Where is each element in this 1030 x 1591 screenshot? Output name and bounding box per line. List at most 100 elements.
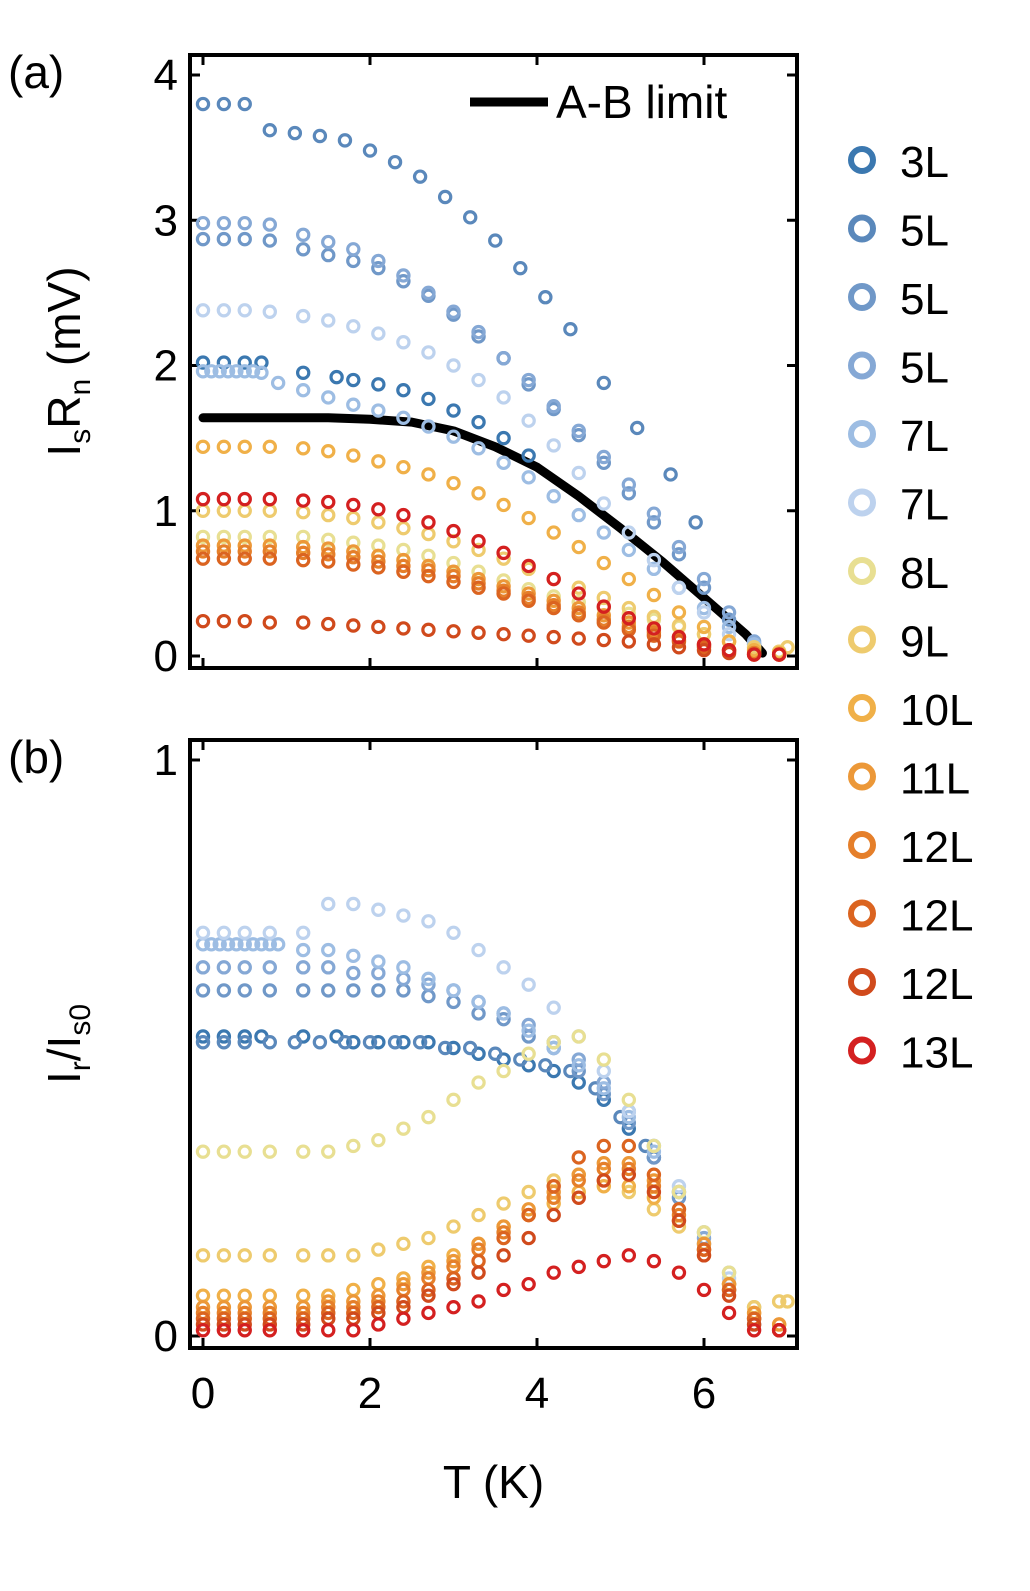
data-point xyxy=(421,419,436,434)
legend-marker xyxy=(848,283,876,311)
data-point xyxy=(646,506,662,521)
series-1 xyxy=(195,96,703,530)
data-point xyxy=(646,1138,662,1154)
data-point xyxy=(321,507,336,523)
data-point xyxy=(346,253,361,269)
data-point xyxy=(596,449,612,465)
data-point xyxy=(396,520,411,536)
data-point xyxy=(471,534,486,549)
data-point xyxy=(321,247,336,263)
data-point xyxy=(195,960,211,975)
data-point xyxy=(287,125,303,141)
data-point xyxy=(471,372,486,388)
data-point xyxy=(321,1323,336,1338)
legend-marker xyxy=(848,762,876,791)
data-point xyxy=(521,1276,536,1292)
data-point xyxy=(596,1138,612,1154)
data-point xyxy=(696,605,712,620)
data-point xyxy=(237,491,252,507)
data-point xyxy=(216,613,232,629)
data-point xyxy=(571,1259,586,1275)
panel-label: (b) xyxy=(8,731,64,783)
data-point xyxy=(237,544,252,559)
data-point xyxy=(362,1035,378,1050)
data-point xyxy=(496,1012,511,1027)
series-10 xyxy=(195,544,787,662)
data-point xyxy=(471,1294,486,1309)
data-point xyxy=(237,960,252,975)
data-point xyxy=(321,532,336,548)
data-point xyxy=(721,612,737,627)
data-point xyxy=(721,1282,737,1298)
data-point xyxy=(437,189,453,205)
data-point xyxy=(571,631,586,646)
data-point xyxy=(671,605,687,620)
data-point xyxy=(321,1144,336,1159)
data-point xyxy=(521,372,536,388)
legend-marker xyxy=(848,557,876,585)
data-point xyxy=(237,1035,252,1050)
data-point xyxy=(346,544,361,559)
data-point xyxy=(321,313,336,328)
data-point xyxy=(346,510,361,526)
data-point xyxy=(746,1317,762,1332)
data-point xyxy=(546,398,561,414)
data-point xyxy=(396,1035,411,1050)
data-point xyxy=(696,642,712,658)
data-point xyxy=(571,1167,586,1182)
data-point xyxy=(371,377,386,392)
data-point xyxy=(346,618,361,633)
data-point xyxy=(329,369,344,385)
data-point xyxy=(596,632,612,648)
data-point xyxy=(571,1052,586,1067)
ab-limit-legend-label: A-B limit xyxy=(556,76,727,128)
legend-marker xyxy=(848,968,876,996)
data-point xyxy=(463,1040,478,1056)
data-point xyxy=(446,1299,461,1315)
data-point xyxy=(721,642,737,658)
data-point xyxy=(216,491,232,507)
data-point xyxy=(237,613,252,629)
data-point xyxy=(721,1305,737,1321)
data-point xyxy=(646,552,662,568)
data-point xyxy=(237,551,252,566)
data-point xyxy=(671,1179,687,1194)
data-point xyxy=(346,1035,361,1050)
data-point xyxy=(663,467,678,482)
data-point xyxy=(496,430,511,446)
data-point xyxy=(421,1230,436,1246)
data-point xyxy=(296,382,311,398)
data-point xyxy=(346,1305,361,1321)
data-point xyxy=(521,593,536,609)
legend-label: 10L xyxy=(900,686,973,735)
data-point xyxy=(421,1305,436,1321)
data-point xyxy=(387,1035,403,1050)
data-point xyxy=(321,541,336,556)
data-point xyxy=(696,580,712,595)
data-point xyxy=(621,525,637,540)
data-point xyxy=(421,563,436,578)
data-point xyxy=(571,580,586,595)
y-axis-title-sub: n xyxy=(64,379,97,396)
data-point xyxy=(216,303,232,318)
legend-marker xyxy=(848,831,876,859)
data-point xyxy=(596,615,612,630)
data-point xyxy=(212,364,227,379)
data-point xyxy=(254,365,269,380)
data-point xyxy=(646,587,662,603)
data-point xyxy=(346,896,361,912)
legend-label: 12L xyxy=(900,892,973,941)
data-point xyxy=(621,1109,637,1125)
panel-a: 0 1 2 3 4 (a) IsRn (mV) A-B limit xyxy=(8,46,799,681)
data-point xyxy=(696,1248,712,1263)
data-point xyxy=(596,599,612,614)
data-point xyxy=(446,1271,461,1286)
data-point xyxy=(496,1230,511,1246)
data-point xyxy=(237,1144,252,1159)
data-point xyxy=(496,351,511,366)
data-point xyxy=(346,448,361,463)
data-point xyxy=(296,983,311,998)
data-point xyxy=(237,96,252,112)
series-0 xyxy=(195,1029,662,1165)
